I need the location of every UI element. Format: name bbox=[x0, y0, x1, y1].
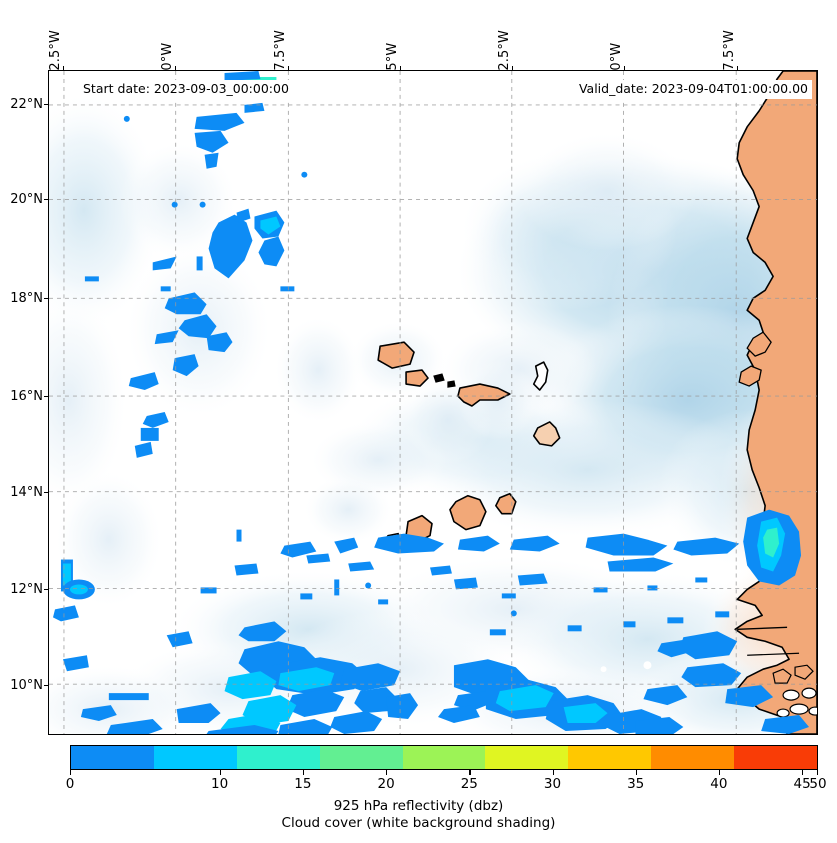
lat-tick-label: 16°N bbox=[10, 389, 43, 404]
reflectivity-layer bbox=[52, 71, 810, 734]
lat-tick-label: 14°N bbox=[10, 485, 43, 500]
colorbar-tick-label: 50 bbox=[809, 776, 827, 792]
colorbar-caption: 925 hPa reflectivity (dbz) Cloud cover (… bbox=[0, 798, 837, 832]
colorbar-gradient bbox=[70, 745, 818, 770]
lat-tick-label: 20°N bbox=[10, 192, 43, 207]
colorbar-tick-label: 40 bbox=[710, 776, 728, 792]
land-layer bbox=[377, 71, 817, 734]
colorbar-tick-label: 20 bbox=[377, 776, 395, 792]
lat-tick-label: 10°N bbox=[10, 678, 43, 693]
map-plot-area[interactable]: Start date: 2023-09-03_00:00:00 Valid_da… bbox=[48, 70, 818, 735]
caption-line-cloudcover: Cloud cover (white background shading) bbox=[281, 815, 556, 831]
colorbar-segment-30-35 bbox=[485, 746, 569, 769]
lat-tick-label: 22°N bbox=[10, 97, 43, 112]
colorbar-segment-15-20 bbox=[236, 746, 320, 769]
colorbar-segment-0-10 bbox=[71, 746, 154, 769]
colorbar-segment-20-25 bbox=[319, 746, 403, 769]
colorbar-segment-10-15 bbox=[153, 746, 237, 769]
colorbar-tick-label: 10 bbox=[211, 776, 229, 792]
lat-tick-label: 18°N bbox=[10, 291, 43, 306]
start-date-annotation: Start date: 2023-09-03_00:00:00 bbox=[79, 80, 293, 99]
map-render-canvas bbox=[49, 71, 817, 734]
colorbar[interactable]: 0 10 15 20 25 30 35 40 45 50 bbox=[66, 745, 827, 792]
colorbar-ticks: 0 10 15 20 25 30 35 40 45 50 bbox=[66, 770, 827, 792]
lat-tick-label: 12°N bbox=[10, 582, 43, 597]
colorbar-segment-25-30 bbox=[402, 746, 486, 769]
colorbar-segment-40-45 bbox=[651, 746, 735, 769]
colorbar-tick-label: 45 bbox=[793, 776, 811, 792]
caption-line-reflectivity: 925 hPa reflectivity (dbz) bbox=[333, 798, 504, 814]
colorbar-tick-label: 25 bbox=[460, 776, 478, 792]
colorbar-tick-label: 30 bbox=[543, 776, 562, 792]
colorbar-tick-label: 35 bbox=[627, 776, 645, 792]
graticule-layer bbox=[49, 71, 817, 734]
colorbar-tick-label: 0 bbox=[65, 776, 75, 792]
valid-date-annotation: Valid_date: 2023-09-04T01:00:00.00 bbox=[574, 80, 812, 99]
colorbar-segment-45-50 bbox=[734, 746, 818, 769]
colorbar-segment-35-40 bbox=[568, 746, 652, 769]
colorbar-tick-label: 15 bbox=[294, 776, 312, 792]
